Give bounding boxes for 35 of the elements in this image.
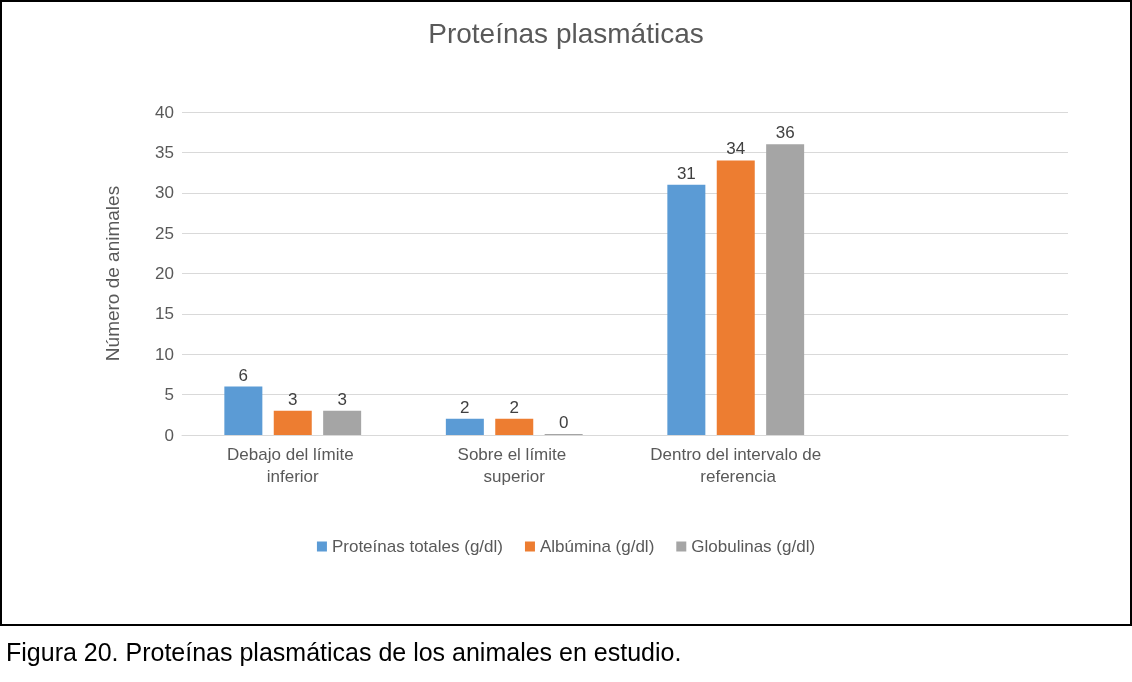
legend-label: Albúmina (g/dl) bbox=[539, 537, 655, 556]
y-tick-label: 10 bbox=[155, 344, 174, 364]
data-label: 31 bbox=[676, 163, 696, 183]
data-label: 6 bbox=[238, 365, 249, 385]
data-label: 0 bbox=[558, 413, 569, 432]
y-tick-label: 40 bbox=[155, 102, 174, 122]
data-label: 2 bbox=[509, 397, 519, 417]
y-tick-label: 0 bbox=[164, 425, 174, 445]
data-label: 3 bbox=[288, 389, 298, 409]
bar bbox=[667, 184, 706, 435]
bar bbox=[495, 418, 534, 435]
chart-title: Proteínas plasmáticas bbox=[428, 17, 704, 49]
bar bbox=[716, 160, 755, 435]
y-tick-label: 20 bbox=[155, 264, 174, 283]
text: Figura 20. Proteínas plasmáticas de los animales en estudio. bbox=[6, 638, 682, 667]
data-label: 36 bbox=[775, 123, 795, 143]
y-axis-title: Número de animales bbox=[102, 185, 123, 362]
y-tick-label: 15 bbox=[155, 304, 174, 324]
data-label: 34 bbox=[726, 139, 746, 159]
legend-label: Globulinas (g/dl) bbox=[691, 537, 816, 556]
y-tick-label: 25 bbox=[155, 223, 174, 243]
bar bbox=[766, 144, 805, 435]
legend-label: Proteínas totales (g/dl) bbox=[331, 537, 503, 556]
y-tick-label: 35 bbox=[155, 142, 174, 162]
x-tick-label: Dentro del intervalo de referencia bbox=[650, 444, 822, 486]
data-label: 2 bbox=[460, 397, 470, 417]
y-tick-label: 5 bbox=[164, 385, 174, 405]
bar bbox=[273, 410, 312, 435]
y-tick-label: 30 bbox=[155, 183, 174, 203]
bar bbox=[224, 386, 263, 435]
data-label: 3 bbox=[337, 389, 347, 409]
bar bbox=[445, 418, 484, 435]
x-tick-label: Debajo del límite inferior bbox=[227, 444, 359, 486]
x-tick-label: Sobre el límite superior bbox=[457, 444, 571, 486]
bar bbox=[323, 410, 362, 435]
